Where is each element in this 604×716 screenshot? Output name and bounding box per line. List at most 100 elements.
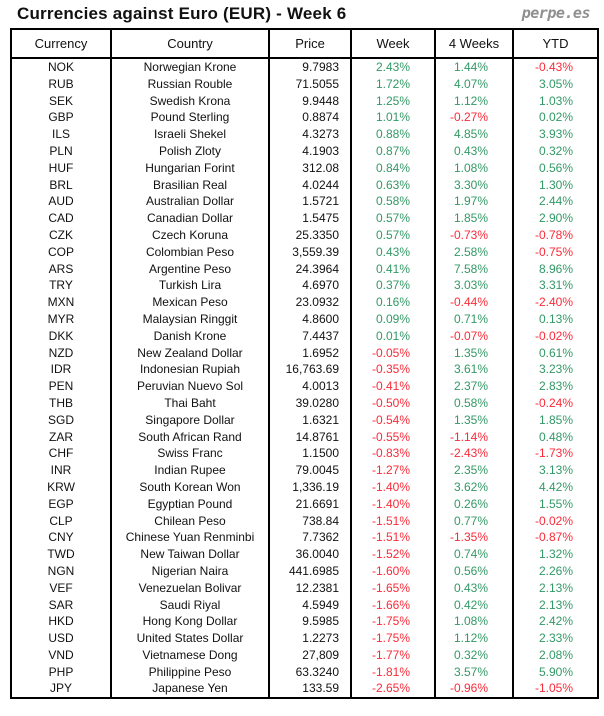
week-change-cell: -0.83% <box>350 445 435 463</box>
four-weeks-change-cell: 3.03% <box>434 277 513 295</box>
ytd-change-cell: 0.48% <box>512 428 598 446</box>
four-weeks-change-cell: 2.35% <box>434 462 513 479</box>
country-cell: Danish Krone <box>110 327 269 345</box>
week-change-cell: 1.25% <box>350 92 435 110</box>
country-cell: South African Rand <box>110 428 269 446</box>
week-change-cell: -0.54% <box>350 411 435 429</box>
week-change-cell: 1.01% <box>350 109 435 127</box>
ytd-change-cell: 0.61% <box>512 344 598 362</box>
price-cell: 1.6952 <box>268 344 351 362</box>
currency-code-cell: CZK <box>10 226 111 244</box>
table-row: TRY Turkish Lira 4.6970 0.37% 3.03% 3.31% <box>10 277 598 295</box>
country-cell: Swiss Franc <box>110 445 269 463</box>
currency-code-cell: PEN <box>10 378 111 395</box>
table-row: CNY Chinese Yuan Renminbi 7.7362 -1.51% -1.3… <box>10 529 598 547</box>
currency-code-cell: INR <box>10 462 111 479</box>
price-cell: 14.8761 <box>268 428 351 446</box>
four-weeks-change-cell: 1.12% <box>434 92 513 110</box>
header-row: Currency Country Price Week 4 Weeks YTD <box>10 28 599 59</box>
currency-code-cell: ILS <box>10 126 111 143</box>
country-cell: Pound Sterling <box>110 109 269 127</box>
currency-code-cell: SAR <box>10 596 111 614</box>
table-row: ILS Israeli Shekel 4.3273 0.88% 4.85% 3.93% <box>10 126 598 143</box>
currency-code-cell: MYR <box>10 310 111 328</box>
price-cell: 71.5055 <box>268 75 351 93</box>
four-weeks-change-cell: -1.35% <box>434 529 513 547</box>
week-change-cell: -1.66% <box>350 596 435 614</box>
four-weeks-change-cell: 4.85% <box>434 126 513 143</box>
price-cell: 36.0040 <box>268 546 351 563</box>
table-row: TWD New Taiwan Dollar 36.0040 -1.52% 0.74% 1.… <box>10 546 598 563</box>
country-cell: Russian Rouble <box>110 75 269 93</box>
table-row: ZAR South African Rand 14.8761 -0.55% -1.14%… <box>10 428 598 446</box>
country-cell: Peruvian Nuevo Sol <box>110 378 269 395</box>
ytd-change-cell: 2.44% <box>512 193 598 211</box>
country-cell: Swedish Krona <box>110 92 269 110</box>
currency-code-cell: VND <box>10 646 111 664</box>
four-weeks-change-cell: 0.77% <box>434 512 513 530</box>
price-cell: 9.7983 <box>268 58 351 76</box>
currency-code-cell: JPY <box>10 680 111 699</box>
price-cell: 4.0244 <box>268 176 351 194</box>
table-row: SGD Singapore Dollar 1.6321 -0.54% 1.35% 1.85… <box>10 411 598 429</box>
table-row: VEF Venezuelan Bolivar 12.2381 -1.65% 0.43% 2… <box>10 579 598 597</box>
ytd-change-cell: -0.02% <box>512 512 598 530</box>
table-row: IDR Indonesian Rupiah 16,763.69 -0.35% 3.61%… <box>10 361 598 379</box>
four-weeks-change-cell: 1.35% <box>434 411 513 429</box>
table-row: JPY Japanese Yen 133.59 -2.65% -0.96% -1.05% <box>10 680 598 699</box>
week-change-cell: 0.58% <box>350 193 435 211</box>
ytd-change-cell: 2.26% <box>512 562 598 580</box>
four-weeks-change-cell: -0.73% <box>434 226 513 244</box>
four-weeks-change-cell: -0.07% <box>434 327 513 345</box>
week-change-cell: 0.01% <box>350 327 435 345</box>
table-row: USD United States Dollar 1.2273 -1.75% 1.12%… <box>10 630 598 647</box>
four-weeks-change-cell: 1.08% <box>434 159 513 177</box>
price-cell: 0.8874 <box>268 109 351 127</box>
currency-code-cell: NZD <box>10 344 111 362</box>
country-cell: Singapore Dollar <box>110 411 269 429</box>
ytd-change-cell: 3.13% <box>512 462 598 479</box>
week-change-cell: -0.41% <box>350 378 435 395</box>
week-change-cell: -1.51% <box>350 512 435 530</box>
week-change-cell: -1.52% <box>350 546 435 563</box>
country-cell: Indonesian Rupiah <box>110 361 269 379</box>
country-cell: Vietnamese Dong <box>110 646 269 664</box>
four-weeks-change-cell: 3.62% <box>434 478 513 496</box>
column-header-currency: Currency <box>10 28 112 59</box>
ytd-change-cell: 5.90% <box>512 663 598 681</box>
currency-code-cell: DKK <box>10 327 111 345</box>
week-change-cell: -0.35% <box>350 361 435 379</box>
table-row: PEN Peruvian Nuevo Sol 4.0013 -0.41% 2.37% 2.… <box>10 378 598 395</box>
country-cell: South Korean Won <box>110 478 269 496</box>
week-change-cell: -1.75% <box>350 630 435 647</box>
currency-code-cell: ZAR <box>10 428 111 446</box>
week-change-cell: 0.57% <box>350 210 435 227</box>
currency-code-cell: COP <box>10 243 111 261</box>
four-weeks-change-cell: -1.14% <box>434 428 513 446</box>
currency-code-cell: TWD <box>10 546 111 563</box>
four-weeks-change-cell: 1.35% <box>434 344 513 362</box>
country-cell: Thai Baht <box>110 394 269 412</box>
table-row: KRW South Korean Won 1,336.19 -1.40% 3.62% 4.… <box>10 478 598 496</box>
column-header-country: Country <box>110 28 270 59</box>
week-change-cell: 0.41% <box>350 260 435 278</box>
week-change-cell: -1.40% <box>350 495 435 513</box>
currency-code-cell: CNY <box>10 529 111 547</box>
price-cell: 4.6970 <box>268 277 351 295</box>
currency-code-cell: USD <box>10 630 111 647</box>
week-change-cell: 0.37% <box>350 277 435 295</box>
table-row: DKK Danish Krone 7.4437 0.01% -0.07% -0.02% <box>10 327 598 345</box>
ytd-change-cell: -0.02% <box>512 327 598 345</box>
price-cell: 7.4437 <box>268 327 351 345</box>
four-weeks-change-cell: -2.43% <box>434 445 513 463</box>
week-change-cell: 0.09% <box>350 310 435 328</box>
currency-code-cell: SGD <box>10 411 111 429</box>
currency-code-cell: VEF <box>10 579 111 597</box>
ytd-change-cell: 2.08% <box>512 646 598 664</box>
currency-code-cell: PHP <box>10 663 111 681</box>
country-cell: Egyptian Pound <box>110 495 269 513</box>
price-cell: 25.3350 <box>268 226 351 244</box>
week-change-cell: 0.87% <box>350 142 435 160</box>
week-change-cell: 2.43% <box>350 58 435 76</box>
table-row: EGP Egyptian Pound 21.6691 -1.40% 0.26% 1.55% <box>10 495 598 513</box>
